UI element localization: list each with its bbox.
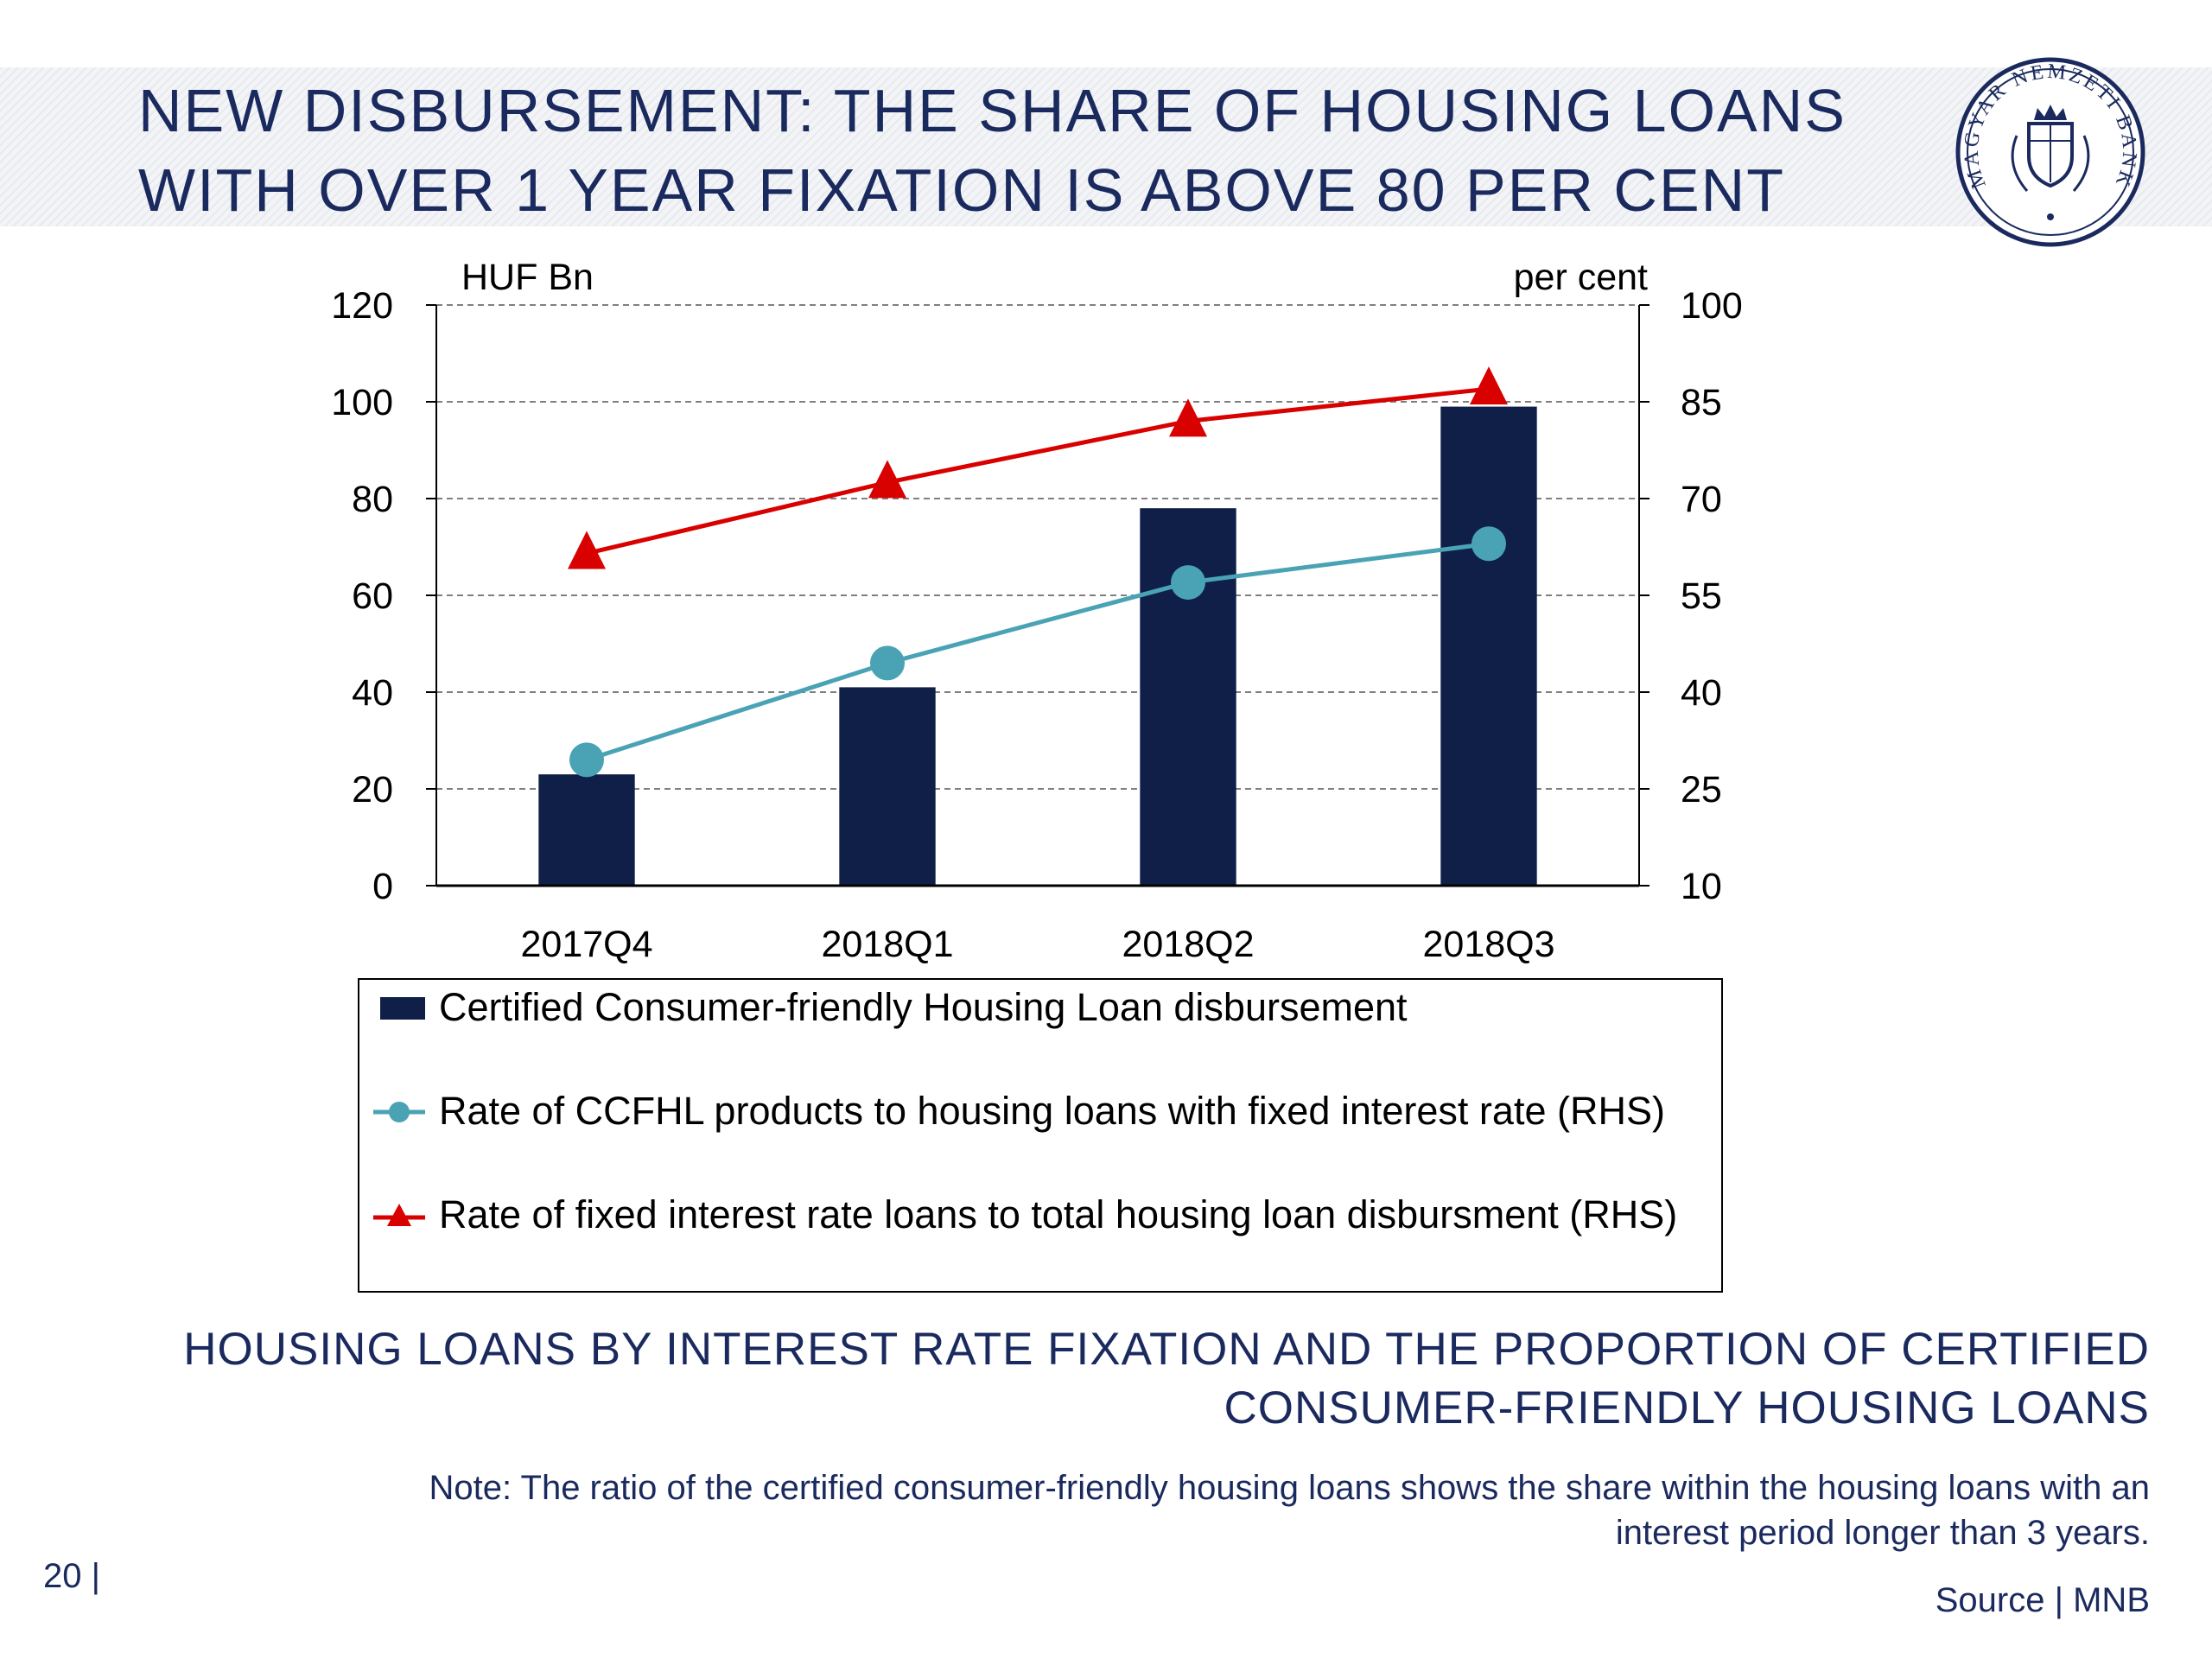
y-right-tick-label: 100 — [1681, 285, 1743, 327]
y-right-tick-label: 85 — [1681, 382, 1722, 423]
y-left-tick-label: 20 — [352, 769, 393, 810]
point-triangle-2018Q2 — [1169, 398, 1207, 437]
legend-label-disbursement: Certified Consumer-friendly Housing Loan… — [439, 985, 1408, 1029]
slide-title: NEW DISBURSEMENT: THE SHARE OF HOUSING L… — [138, 71, 1884, 230]
x-tick-label: 2018Q1 — [821, 924, 953, 965]
y-left-tick-label: 60 — [352, 575, 393, 617]
legend-bar-swatch — [380, 997, 425, 1020]
chart: 0 20 40 60 80 100 120 10 25 40 55 70 85 100 2017Q4 2018… — [331, 257, 1743, 965]
bar-2018Q1 — [839, 687, 936, 886]
y-right-tick-label: 40 — [1681, 672, 1722, 714]
y-right-tick-label: 10 — [1681, 866, 1722, 907]
chart-legend: Certified Consumer-friendly Housing Loan… — [358, 978, 1723, 1293]
y-left-tick-label: 120 — [331, 285, 393, 327]
y-right-tick-label: 55 — [1681, 575, 1722, 617]
series-line-2 — [586, 386, 1490, 556]
chart-caption-line-2: CONSUMER-FRIENDLY HOUSING LOANS — [1224, 1382, 2150, 1433]
chart-caption: HOUSING LOANS BY INTEREST RATE FIXATION … — [162, 1320, 2150, 1438]
point-circle-2017Q4 — [569, 742, 604, 778]
y-left-tick-label: 100 — [331, 382, 393, 423]
chart-caption-line-1: HOUSING LOANS BY INTEREST RATE FIXATION … — [183, 1324, 2150, 1375]
y-left-tick-label: 0 — [372, 866, 393, 907]
y-left-axis-label: HUF Bn — [461, 257, 594, 298]
point-circle-2018Q3 — [1471, 526, 1506, 562]
bar-2017Q4 — [538, 774, 635, 886]
page-number: 20 | — [43, 1557, 100, 1595]
slide-title-line-1: NEW DISBURSEMENT: THE SHARE OF HOUSING L… — [138, 77, 1847, 144]
legend-triangle-line-swatch — [373, 1204, 425, 1226]
y-left-tick-label: 80 — [352, 479, 393, 520]
bar-2018Q2 — [1140, 508, 1236, 886]
x-tick-label: 2017Q4 — [520, 924, 652, 965]
chart-note-line-1: Note: The ratio of the certified consume… — [429, 1469, 2150, 1507]
y-right-tick-label: 25 — [1681, 769, 1722, 810]
x-tick-label: 2018Q3 — [1422, 924, 1554, 965]
series-line-1 — [586, 541, 1490, 762]
point-triangle-2018Q1 — [868, 460, 906, 499]
legend-circle-line-swatch — [373, 1102, 425, 1122]
chart-note: Note: The ratio of the certified consume… — [162, 1465, 2150, 1555]
legend-label-fixed-rate: Rate of fixed interest rate loans to tot… — [439, 1192, 1678, 1236]
y-left-tick-label: 40 — [352, 672, 393, 714]
y-right-tick-label: 70 — [1681, 479, 1722, 520]
point-triangle-2017Q4 — [568, 531, 606, 569]
point-triangle-2018Q3 — [1470, 366, 1508, 405]
point-circle-2018Q2 — [1171, 565, 1205, 601]
slide-title-line-2: WITH OVER 1 YEAR FIXATION IS ABOVE 80 PE… — [138, 156, 1785, 224]
x-tick-label: 2018Q2 — [1122, 924, 1254, 965]
bar-2018Q3 — [1440, 406, 1537, 887]
chart-note-line-2: interest period longer than 3 years. — [1615, 1514, 2150, 1552]
mnb-seal-logo: MAGYAR NEMZETI BANK — [1955, 57, 2145, 247]
y-right-axis-label: per cent — [1514, 257, 1648, 298]
point-circle-2018Q1 — [870, 645, 905, 681]
legend-label-ccfhl-rate: Rate of CCFHL products to housing loans … — [439, 1089, 1665, 1133]
title-band — [0, 67, 2212, 226]
source-label: Source | MNB — [1935, 1581, 2150, 1619]
